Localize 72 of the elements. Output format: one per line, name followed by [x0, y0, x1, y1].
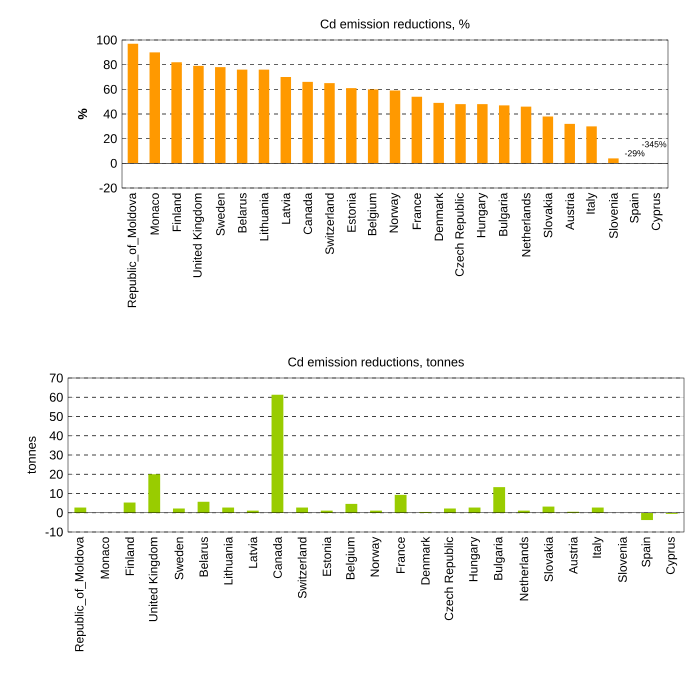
x-tick-label: Sweden	[174, 537, 184, 580]
x-tick-label: France	[396, 537, 405, 574]
x-tick-label: Canada	[303, 192, 312, 234]
y-axis-title: tonnes	[28, 436, 36, 474]
x-tick-label: Finland	[172, 193, 182, 232]
x-tick-label: Austria	[568, 536, 578, 574]
x-tick-label: Latvia	[248, 536, 258, 568]
chart-title: Cd emission reductions, %	[320, 19, 470, 30]
x-tick-label: Estonia	[346, 192, 356, 232]
y-tick-label: 50	[50, 412, 63, 421]
x-tick-label: Belarus	[238, 193, 247, 232]
text: -345%	[642, 141, 666, 148]
x-tick-label: Denmark	[420, 536, 430, 584]
y-tick-label: 0	[56, 508, 63, 518]
x-tick-label: Republic_of_Moldova	[127, 192, 139, 308]
x-tick-label: Estonia	[322, 536, 332, 576]
x-tick-label: United Kingdom	[148, 538, 160, 622]
x-tick-label: Bulgaria	[498, 192, 510, 236]
y-axis-title: %	[78, 108, 88, 120]
x-tick-label: Norway	[390, 192, 400, 232]
x-tick-label: Monaco	[150, 193, 159, 234]
y-tick-label: -20	[100, 184, 117, 192]
y-tick-label: 40	[104, 110, 117, 118]
y-tick-label: 0	[110, 158, 117, 168]
x-tick-label: Lithuania	[224, 536, 233, 584]
x-tick-label: Hungary	[469, 536, 480, 582]
x-tick-label: Italy	[592, 536, 604, 558]
y-tick-label: 100	[97, 36, 117, 44]
x-tick-label: Canada	[273, 536, 282, 578]
x-tick-label: Italy	[586, 192, 598, 214]
chart-title: Cd emission reductions, tonnes	[288, 357, 464, 368]
x-tick-label: Switzerland	[298, 537, 306, 598]
y-tick-label: 30	[50, 450, 63, 460]
x-tick-label: Czech Republic	[444, 537, 456, 620]
x-tick-label: United Kingdom	[192, 194, 204, 278]
x-tick-label: Cyprus	[652, 193, 663, 230]
x-tick-label: France	[412, 193, 422, 230]
x-tick-label: Sweden	[216, 193, 225, 236]
y-tick-label: 60	[50, 392, 63, 402]
y-tick-label: 20	[104, 134, 117, 144]
x-tick-label: Belgium	[346, 538, 357, 580]
x-tick-label: Finland	[125, 537, 134, 576]
y-tick-label: -10	[46, 528, 63, 536]
text: -29%	[624, 150, 644, 156]
x-tick-label: Spain	[630, 193, 641, 223]
x-tick-label: Republic_of_Moldova	[74, 536, 86, 652]
x-tick-label: Slovenia	[608, 192, 618, 238]
x-tick-label: Slovenia	[618, 536, 627, 582]
x-tick-label: Spain	[641, 537, 653, 567]
y-tick-label: 80	[104, 60, 117, 70]
x-tick-label: Monaco	[100, 537, 110, 578]
y-tick-label: 20	[50, 470, 63, 479]
x-tick-label: Austria	[565, 192, 574, 230]
y-tick-label: 60	[104, 84, 117, 94]
x-tick-label: Latvia	[281, 192, 290, 224]
x-tick-label: Netherlands	[522, 193, 530, 256]
x-tick-label: Slovakia	[543, 192, 552, 238]
x-tick-label: Slovakia	[544, 536, 553, 582]
x-tick-label: Hungary	[476, 192, 488, 238]
x-tick-label: Denmark	[434, 192, 444, 240]
x-tick-label: Belarus	[199, 537, 208, 576]
x-tick-label: Netherlands	[519, 537, 528, 600]
x-tick-label: Czech Republic	[454, 193, 466, 276]
x-tick-label: Bulgaria	[494, 536, 505, 580]
x-tick-label: Norway	[370, 536, 382, 576]
y-tick-label: 40	[50, 431, 63, 440]
y-tick-label: 70	[50, 374, 63, 382]
x-tick-label: Belgium	[368, 194, 379, 236]
x-tick-label: Switzerland	[325, 193, 334, 254]
x-tick-label: Cyprus	[666, 537, 678, 574]
y-tick-label: 10	[50, 489, 63, 498]
x-tick-label: Lithuania	[260, 192, 268, 240]
